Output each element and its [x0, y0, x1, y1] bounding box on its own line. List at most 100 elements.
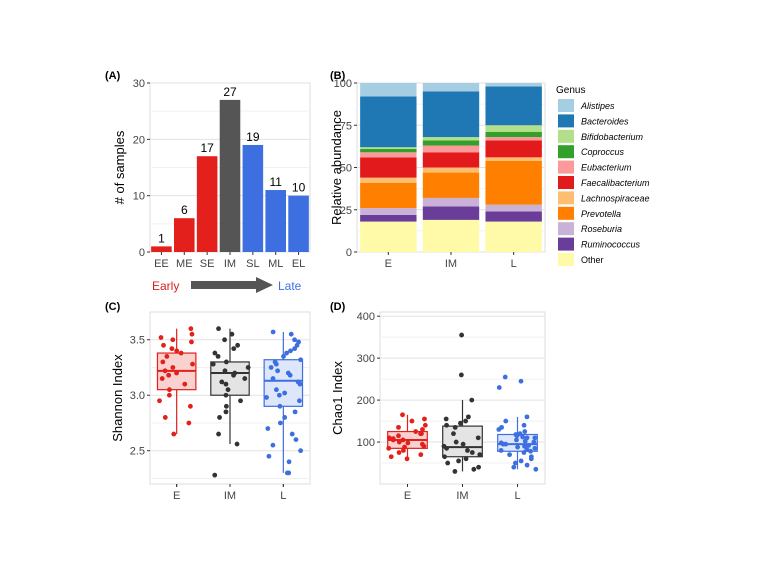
data-point [270, 376, 276, 381]
legend-label: Bifidobacterium [581, 132, 644, 142]
y-tick-label: 3.5 [130, 335, 145, 347]
legend-swatch-alistipes [558, 99, 574, 112]
legend-label: Faecalibacterium [581, 178, 650, 188]
data-point [287, 372, 293, 378]
data-point [189, 331, 195, 337]
data-point [166, 372, 172, 378]
data-point [215, 353, 221, 359]
x-tick-label: L [514, 490, 520, 502]
data-point [292, 337, 297, 343]
data-point [231, 346, 237, 352]
data-point [522, 429, 528, 434]
y-tick-label: 10 [133, 191, 145, 203]
segment-lachnospiraceae [360, 177, 417, 183]
data-point [161, 342, 166, 348]
data-point [514, 437, 519, 443]
legend-label: Ruminococcus [581, 240, 641, 250]
data-point [469, 450, 475, 455]
data-point [524, 414, 530, 420]
data-point [400, 412, 405, 418]
data-point [159, 376, 165, 381]
segment-coproccus [422, 140, 480, 146]
data-point [421, 443, 427, 449]
data-point [452, 424, 458, 430]
data-point [476, 464, 481, 470]
segment-bifidobacterium [360, 147, 417, 149]
data-point [401, 448, 406, 453]
data-point [496, 427, 502, 432]
segment-bacteroides [422, 91, 480, 138]
data-point [216, 431, 221, 437]
legend-swatch-ruminococcus [558, 237, 574, 251]
data-point [275, 368, 281, 374]
y-axis-label: # of samples [112, 130, 127, 204]
data-point [235, 342, 241, 348]
y-tick-label: 0 [139, 247, 145, 259]
data-point [216, 326, 221, 332]
x-tick-label: EE [154, 258, 169, 270]
time-arrow-head [256, 277, 273, 293]
legend-label: Bacteroides [581, 116, 629, 126]
y-tick-label: 30 [133, 78, 145, 90]
data-point [294, 342, 300, 348]
y-tick-label: 75 [340, 120, 352, 132]
data-point [458, 420, 463, 426]
segment-eubacterium [422, 145, 480, 153]
data-point [171, 431, 177, 437]
legend-label: Prevotella [581, 209, 621, 219]
data-point [444, 422, 449, 428]
data-point [238, 398, 243, 404]
data-point [396, 433, 401, 439]
data-point [400, 437, 406, 443]
x-tick-label: ME [176, 258, 193, 270]
data-point [452, 469, 458, 474]
data-point [528, 456, 534, 462]
data-point [187, 403, 193, 409]
data-point [231, 372, 236, 378]
data-point [456, 458, 461, 464]
legend-label: Roseburia [581, 224, 622, 234]
legend-swatch-eubacterium [558, 160, 574, 174]
data-point [507, 452, 512, 458]
data-point [521, 450, 527, 455]
data-point [188, 326, 194, 332]
data-point [158, 335, 164, 340]
segment-eubacterium [485, 137, 542, 141]
data-point [178, 350, 184, 356]
x-tick-label: L [511, 258, 517, 270]
data-point [174, 370, 179, 376]
arrow-early-label: Early [152, 279, 179, 293]
bar-ml [265, 190, 286, 252]
data-point [458, 372, 464, 378]
data-point [282, 415, 288, 420]
y-tick-label: 20 [133, 134, 145, 146]
bar-chart-sample-counts: 0 10 20 30 1 EE 6 ME 17 SE 27 IM 19 SL 11 ML 10 EL # of sa… [112, 78, 311, 270]
bar-me [174, 218, 195, 252]
data-point [292, 346, 298, 352]
data-point [273, 361, 279, 367]
data-point [223, 409, 229, 415]
segment-other [360, 221, 417, 252]
data-point [167, 387, 172, 393]
data-point [522, 443, 527, 449]
data-point [418, 452, 424, 458]
data-point [514, 433, 520, 439]
data-point [166, 392, 172, 398]
data-point [498, 448, 504, 453]
segment-prevotella [360, 182, 417, 209]
data-point [469, 397, 475, 403]
data-point [465, 414, 471, 420]
data-point [528, 448, 533, 454]
data-point [413, 429, 419, 434]
data-point [170, 337, 176, 343]
segment-alistipes [485, 83, 542, 87]
bar-im [219, 99, 241, 253]
data-point [396, 424, 401, 430]
data-point [282, 390, 288, 396]
data-point [242, 376, 248, 381]
bar-value-label: 17 [200, 141, 214, 155]
data-point [459, 332, 465, 338]
data-point [286, 459, 292, 465]
x-tick-label: L [280, 490, 286, 502]
